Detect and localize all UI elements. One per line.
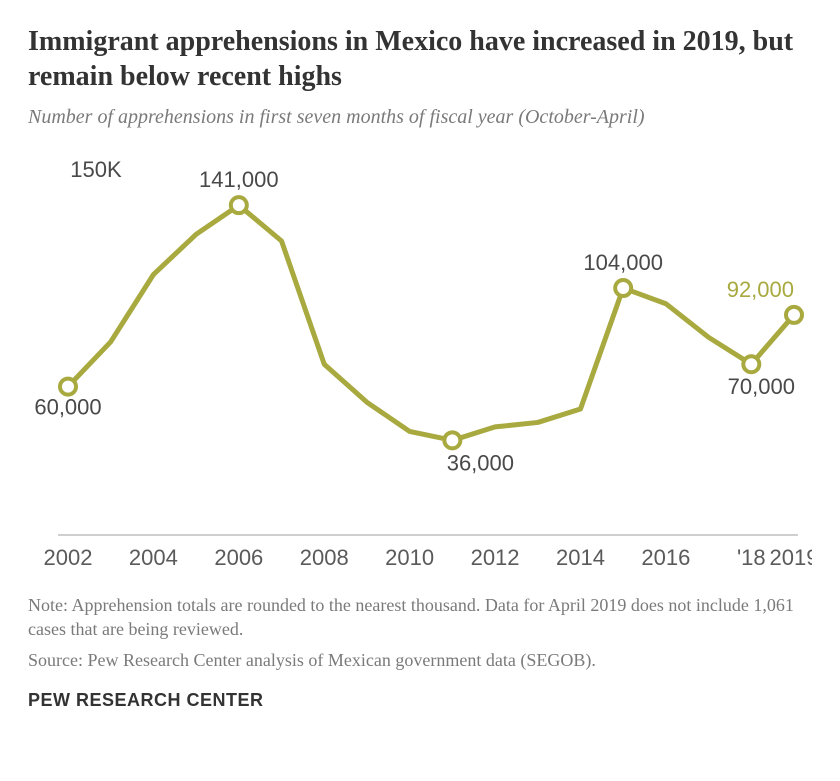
data-marker [444, 432, 460, 448]
x-tick-label: 2002 [44, 545, 93, 570]
data-annotation: 92,000 [727, 277, 794, 302]
chart-note: Note: Apprehension totals are rounded to… [28, 593, 812, 642]
data-marker [231, 197, 247, 213]
x-tick-label: 2012 [471, 545, 520, 570]
brand-label: PEW RESEARCH CENTER [28, 690, 812, 711]
chart-area: 150K 2002 2004 2006 2008 2010 2012 2014 2016 '182… [28, 149, 812, 579]
chart-title: Immigrant apprehensions in Mexico have i… [28, 24, 812, 94]
data-annotation: 104,000 [583, 250, 663, 275]
data-line [68, 205, 794, 440]
x-tick-label: 2016 [641, 545, 690, 570]
x-tick-label: 2004 [129, 545, 178, 570]
x-tick-label: 2019 [770, 545, 812, 570]
y-axis-top-label: 150K [70, 157, 122, 182]
data-annotation: 60,000 [34, 395, 101, 420]
line-chart: 150K 2002 2004 2006 2008 2010 2012 2014 2016 '182… [28, 149, 812, 579]
x-tick-label: 2014 [556, 545, 605, 570]
x-tick-label: 2010 [385, 545, 434, 570]
x-tick-label: 2008 [300, 545, 349, 570]
data-marker [743, 356, 759, 372]
data-annotation: 141,000 [199, 167, 279, 192]
chart-source: Source: Pew Research Center analysis of … [28, 648, 812, 672]
data-annotation: 36,000 [447, 450, 514, 475]
chart-subtitle: Number of apprehensions in first seven m… [28, 104, 812, 131]
data-annotation: 70,000 [728, 374, 795, 399]
data-marker [786, 307, 802, 323]
data-marker [615, 280, 631, 296]
x-tick-label: '18 [737, 545, 766, 570]
x-tick-label: 2006 [214, 545, 263, 570]
data-marker [60, 379, 76, 395]
